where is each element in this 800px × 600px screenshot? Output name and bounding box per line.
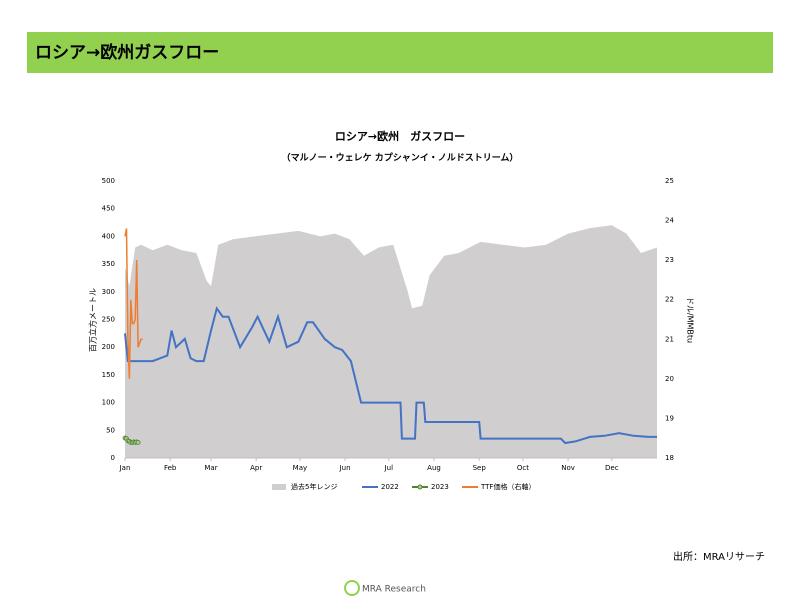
y2-axis-label: ドル/MMBtu (686, 297, 695, 343)
y2-tick-label: 20 (665, 375, 674, 383)
x-tick-label: Jan (119, 464, 131, 472)
header-title: ロシア→欧州ガスフロー (35, 42, 219, 63)
legend-label: TTF価格（右軸） (480, 482, 535, 491)
y-tick-label: 300 (102, 288, 115, 296)
series-line (124, 228, 143, 379)
y-axis-label: 百万立方メートル (88, 288, 98, 352)
y2-tick-label: 25 (665, 177, 674, 185)
x-tick-label: Nov (561, 464, 575, 472)
y2-tick-label: 23 (665, 256, 674, 264)
x-tick-label: Apr (250, 464, 262, 472)
x-tick-label: Jun (339, 464, 351, 472)
x-tick-label: Feb (164, 464, 177, 472)
logo-icon (344, 580, 360, 596)
logo-text: MRA Research (362, 585, 426, 595)
x-tick-label: Dec (605, 464, 619, 472)
x-tick-label: Oct (517, 464, 529, 472)
x-tick-label: Sep (473, 464, 487, 472)
y-tick-label: 250 (102, 316, 115, 324)
marker (135, 440, 141, 445)
y2-tick-label: 21 (665, 335, 674, 343)
y-tick-label: 50 (106, 426, 115, 434)
header-banner (27, 32, 773, 73)
x-tick-label: Aug (427, 464, 441, 472)
y-tick-label: 400 (102, 232, 115, 240)
y-tick-label: 500 (102, 177, 115, 185)
y-tick-label: 200 (102, 343, 115, 351)
y-tick-label: 350 (102, 260, 115, 268)
series-line (124, 306, 657, 445)
range-area (125, 225, 657, 458)
chart-subtitle: （マルノー・ウェレケ カプシャンイ・ノルドストリーム） (282, 152, 519, 164)
y2-tick-label: 18 (665, 454, 674, 462)
legend-label: 2022 (381, 483, 399, 491)
y2-tick-label: 19 (665, 414, 674, 422)
x-tick-label: May (293, 464, 307, 472)
x-tick-label: Jul (384, 464, 394, 472)
chart-title: ロシア→欧州 ガスフロー (335, 129, 465, 143)
x-tick-label: Mar (204, 464, 217, 472)
source-note: 出所：MRAリサーチ (673, 550, 765, 563)
y-tick-label: 150 (102, 371, 115, 379)
legend-swatch (272, 484, 286, 490)
y2-tick-label: 22 (665, 296, 674, 304)
y-tick-label: 450 (102, 205, 115, 213)
legend-label: 2023 (431, 483, 449, 491)
legend-marker (417, 484, 423, 490)
y-tick-label: 0 (111, 454, 115, 462)
y2-tick-label: 24 (665, 217, 674, 225)
y-tick-label: 100 (102, 399, 115, 407)
legend-label: 過去5年レンジ (291, 482, 337, 491)
